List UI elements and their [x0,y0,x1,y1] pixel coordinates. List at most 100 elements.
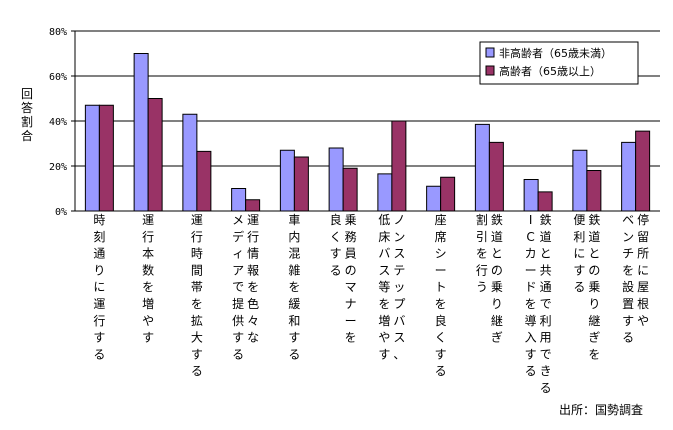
category-label-char: 提 [232,296,244,311]
category-label-char: 時 [191,247,203,261]
category-label-char: 間 [191,263,203,277]
category-label-char: る [525,364,537,378]
category-label-char: 導 [525,314,537,328]
category-label-char: 設 [622,279,634,294]
category-label-char: を [345,331,357,345]
category-label-char: バ [393,314,405,328]
bar-non-elderly [84,104,100,212]
category-label-char: 割 [476,212,488,227]
source-note: 出所：国勢調査 [558,403,643,417]
category-label-char: す [378,347,390,361]
category-label-char: や [142,314,154,328]
category-label-char: 乗 [588,280,600,294]
category-label-char: 継 [491,313,503,328]
category-label-char: 行 [142,230,154,244]
category-label-char: ナ [345,297,357,311]
category-label-char: 通 [93,247,105,261]
category-label-char: 緩 [288,297,300,311]
bar-non-elderly [133,53,149,212]
category-label-char: 々 [247,314,259,328]
bar-non-elderly [621,141,637,212]
category-label-char: き [540,364,552,378]
category-label-char: を [476,247,488,261]
category-label-char: や [378,331,390,345]
category-label-char: 等 [378,280,390,294]
bar-non-elderly [426,185,442,212]
category-label-char: バ [378,247,390,261]
bar-non-elderly [474,123,490,212]
bar-non-elderly [279,149,295,212]
category-label-char: す [525,347,537,361]
category-label-char: す [435,347,447,361]
bar-elderly [488,141,504,212]
category-label-char: デ [232,229,244,244]
category-label-char: 道 [588,230,600,244]
bars [84,53,651,212]
y-tick-label: 20% [49,162,67,173]
category-label-char: 和 [288,314,300,328]
category-label-char: と [540,247,552,261]
category-label-char: 数 [142,262,154,277]
bar-non-elderly [231,188,247,212]
y-tick-label: 0% [55,207,67,218]
category-label-char: 行 [191,230,203,244]
category-label-char: を [191,297,203,311]
bar-elderly [391,120,407,212]
category-label-char: で [540,297,552,311]
category-label-char: ス [393,331,405,345]
bar-elderly [635,130,651,212]
category-label-char: と [588,247,600,261]
axes [71,30,660,212]
category-label-char: 時 [93,213,105,227]
category-label-char: ー [435,263,447,277]
category-label-char: の [588,263,600,277]
category-label-char: を [378,297,390,311]
category-label-char: 道 [491,230,503,244]
category-label-char: 行 [247,230,259,244]
category-label-char: を [588,347,600,361]
category-label-char: テ [393,263,405,277]
category-label-char: る [622,331,634,345]
y-axis-label-char: 割 [21,114,33,129]
category-label-char: ア [232,263,244,277]
category-label-char: ト [435,280,447,294]
category-label-char: 運 [142,213,154,227]
category-label-char: る [232,347,244,361]
category-label-char: シ [435,247,447,261]
category-label-char: ノ [393,213,405,227]
category-label-char: を [435,297,447,311]
category-label-char: ぎ [588,331,600,345]
category-label-char: で [540,347,552,361]
category-label-char: 鉄 [491,212,503,227]
category-label-char: 、 [393,347,405,361]
category-label-char: ッ [393,280,405,294]
category-label-char: り [491,297,503,311]
bar-elderly [537,191,553,212]
category-label-char: 席 [435,229,447,244]
category-label-char: や [637,314,649,328]
category-label-char: 行 [476,263,488,277]
grid-lines [75,30,660,167]
category-label-char: 良 [330,212,342,227]
legend-swatch [485,47,495,58]
category-label-char: る [93,347,105,361]
y-tick-label: 80% [49,27,67,38]
bar-non-elderly [523,179,539,212]
y-tick-labels: 0% 20% 40% 60% 80% [49,27,67,218]
category-label-char: 車 [288,213,300,227]
category-label-char: ー [525,263,537,277]
category-label-char: C [526,230,534,244]
category-label-char: ン [393,230,405,244]
category-labels: 時刻通りに運行する運行本数を増やす運行時間帯を拡大する運行情報を色々なメディアで… [93,212,649,395]
category-label-char: す [93,331,105,345]
category-label-char: 内 [288,230,300,244]
bar-non-elderly [377,173,393,212]
category-label-char: ベ [622,213,634,227]
category-label-char: ぎ [491,331,503,345]
category-label-char: 鉄 [540,212,552,227]
bar-elderly [293,156,309,212]
category-label-char: す [573,263,585,277]
category-label-char: 刻 [93,230,105,244]
